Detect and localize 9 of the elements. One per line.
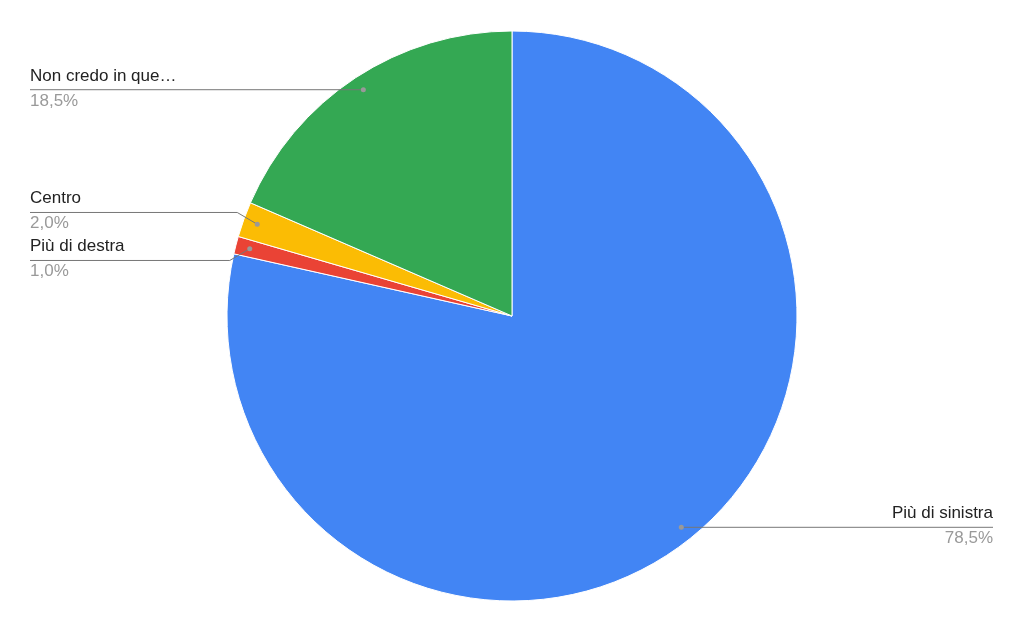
slice-label: Centro — [30, 188, 82, 208]
slice-label: Più di destra — [30, 236, 126, 256]
data-label: 78,5% — [944, 528, 993, 548]
data-label: 1,0% — [30, 261, 69, 281]
slice-label: Non credo in que… — [30, 65, 177, 85]
slice-label: Più di sinistra — [891, 503, 994, 523]
pie-slice — [226, 30, 798, 602]
data-label: 2,0% — [30, 213, 69, 233]
data-label: 18,5% — [30, 90, 79, 110]
